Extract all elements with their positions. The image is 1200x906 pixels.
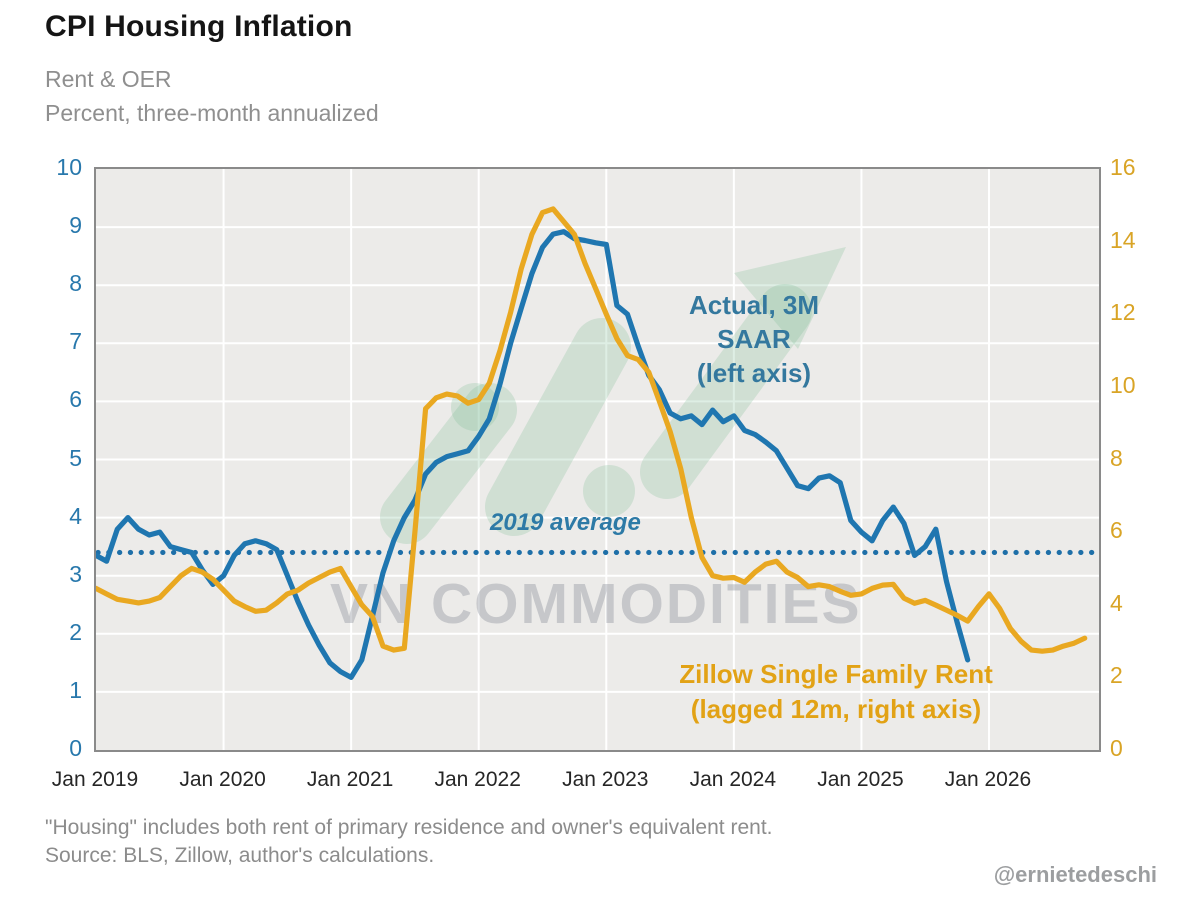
x-axis-tick-jan-2019: Jan 2019 <box>51 768 139 791</box>
blue-cpi-line <box>96 229 971 680</box>
left-axis-tick-4: 4 <box>69 502 82 529</box>
right-axis-tick-4: 4 <box>1110 589 1123 616</box>
gold-zillow-line <box>96 206 1088 654</box>
right-axis-tick-8: 8 <box>1110 444 1123 471</box>
right-axis-tick-0: 0 <box>1110 735 1123 761</box>
right-axis-tick-10: 10 <box>1110 371 1136 398</box>
left-axis-tick-10: 10 <box>56 154 82 180</box>
chart-plot-area: VN COMMODITIES Actual, 3M SAAR (left axi… <box>94 167 1101 752</box>
watermark-logo <box>380 247 846 544</box>
logo-bar-1 <box>380 383 517 544</box>
x-axis-tick-jan-2022: Jan 2022 <box>434 768 521 791</box>
annotation-2019-average: 2019 average <box>490 509 641 536</box>
annotation-gold-series: Zillow Single Family Rent (lagged 12m, r… <box>679 659 993 724</box>
left-axis-tick-2: 2 <box>69 618 82 645</box>
left-axis-tick-0: 0 <box>69 735 82 761</box>
logo-dot-2 <box>583 465 635 517</box>
left-axis-tick-1: 1 <box>69 676 82 703</box>
subtitle-series: Rent & OER <box>45 66 172 92</box>
left-axis-tick-8: 8 <box>69 270 82 297</box>
left-axis-tick-9: 9 <box>69 212 82 239</box>
footnote-definition: "Housing" includes both rent of primary … <box>45 816 773 839</box>
left-axis-tick-3: 3 <box>69 560 82 587</box>
page-title: CPI Housing Inflation <box>45 10 353 43</box>
logo-arrow-head <box>734 247 846 349</box>
author-handle: @ernietedeschi <box>993 862 1157 887</box>
left-axis-tick-6: 6 <box>69 386 82 413</box>
logo-bar-2 <box>485 318 631 536</box>
x-axis-tick-jan-2020: Jan 2020 <box>179 768 266 791</box>
x-axis-tick-jan-2024: Jan 2024 <box>689 768 777 791</box>
x-axis-tick-jan-2021: Jan 2021 <box>306 768 394 791</box>
x-axis-tick-jan-2023: Jan 2023 <box>562 768 649 791</box>
right-axis-tick-14: 14 <box>1110 226 1136 253</box>
watermark-text: VN COMMODITIES <box>330 572 862 636</box>
left-axis-tick-5: 5 <box>69 444 82 471</box>
x-axis-tick-jan-2025: Jan 2025 <box>817 768 904 791</box>
logo-arrow-shaft <box>640 284 812 499</box>
right-axis-tick-6: 6 <box>1110 517 1123 544</box>
footnote-source: Source: BLS, Zillow, author's calculatio… <box>45 844 435 867</box>
annotation-blue-series: Actual, 3M SAAR (left axis) <box>688 290 820 388</box>
subtitle-units: Percent, three-month annualized <box>45 100 379 126</box>
right-axis-tick-12: 12 <box>1110 299 1136 326</box>
data-lines-layer <box>96 206 1099 680</box>
right-axis-tick-16: 16 <box>1110 154 1136 180</box>
left-axis-tick-7: 7 <box>69 328 82 355</box>
right-axis-tick-2: 2 <box>1110 662 1123 689</box>
x-axis-tick-jan-2026: Jan 2026 <box>944 768 1032 791</box>
gridlines-watermark-layer <box>96 169 1099 750</box>
